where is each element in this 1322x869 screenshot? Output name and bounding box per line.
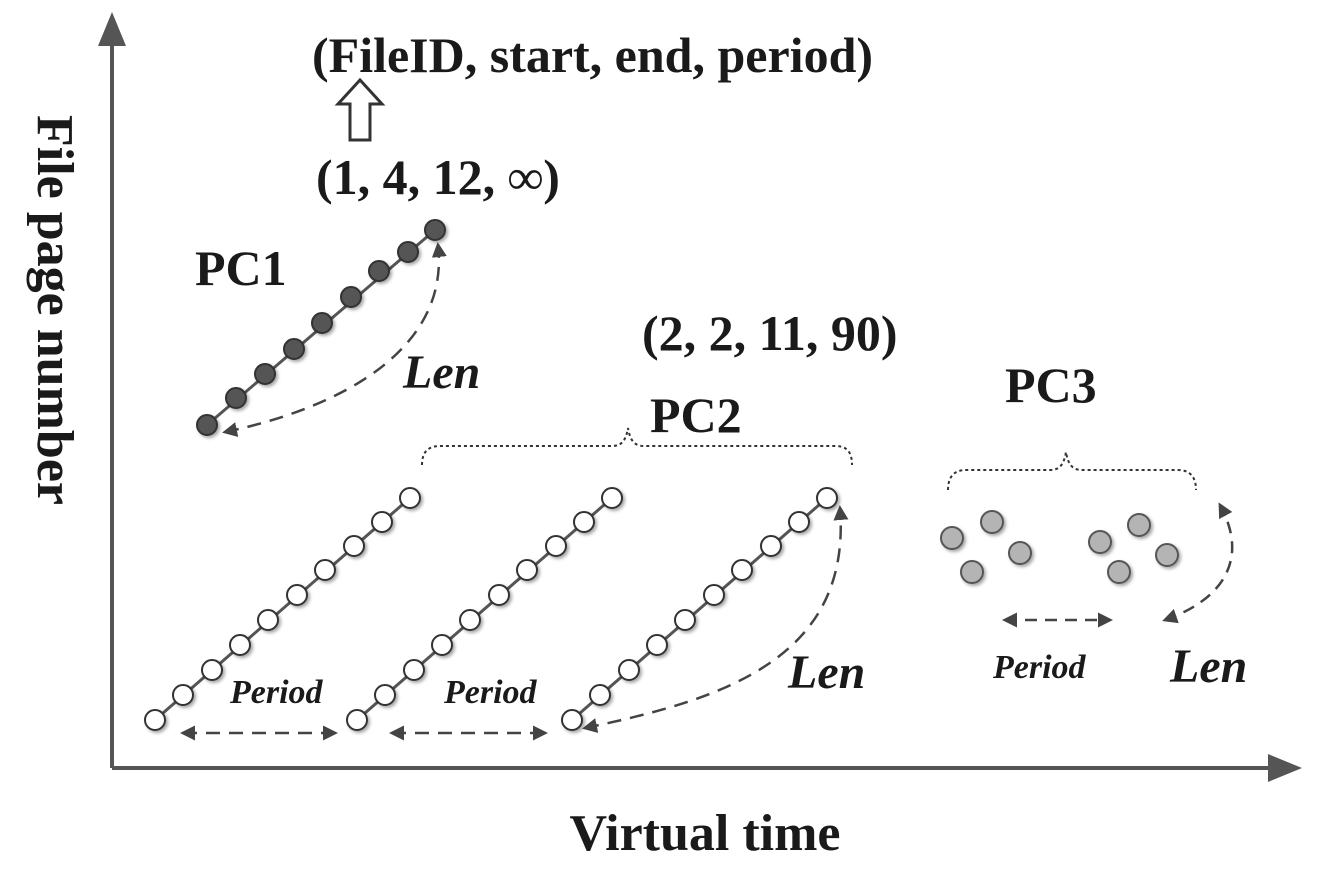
pc1-point (254, 363, 276, 385)
pc1-point (225, 387, 247, 409)
y-axis-arrow-icon (98, 12, 126, 46)
pc2-point (144, 709, 166, 731)
pc1-point (311, 312, 333, 334)
tuple-format-label: (FileID, start, end, period) (312, 27, 873, 83)
x-axis-label: Virtual time (570, 805, 841, 862)
pc3-len-arrow (1162, 502, 1234, 624)
pc2-point (346, 709, 368, 731)
pc2-len-arrow (582, 505, 849, 733)
pc1-point (340, 286, 362, 308)
pc2-point (816, 487, 838, 509)
pc3-point (940, 526, 964, 550)
pc1-point (424, 219, 446, 241)
pc2-point (229, 634, 251, 656)
pc2-point (374, 684, 396, 706)
pc3-point (1107, 560, 1131, 584)
pc2-point (646, 634, 668, 656)
pc1-len-label: Len (402, 346, 480, 399)
pc2-series-1 (144, 487, 421, 731)
pc1-point (196, 414, 218, 436)
pc2-point (459, 609, 481, 631)
pc2-period-label-1: Period (229, 674, 324, 711)
pc2-point (731, 559, 753, 581)
pc1-tuple: (1, 4, 12, ∞) (316, 149, 560, 205)
pc3-point (1155, 543, 1179, 567)
pc3-point (980, 510, 1004, 534)
pc1-point (368, 260, 390, 282)
x-axis-arrow-icon (1268, 754, 1302, 782)
pc2-brace (421, 427, 853, 466)
pc3-brace (947, 451, 1197, 491)
axes (98, 12, 1302, 782)
pc2-period-label-2: Period (443, 674, 538, 711)
pc2-link-line (356, 496, 613, 722)
up-arrow-icon (334, 77, 386, 142)
pc3-points (940, 510, 1179, 584)
pc2-point (488, 584, 510, 606)
pc2-point (286, 584, 308, 606)
pc1-point (397, 241, 419, 263)
pc2-point (201, 659, 223, 681)
pc2-link-line (154, 496, 411, 722)
pc2-point (516, 559, 538, 581)
pc3-len-label: Len (1169, 640, 1247, 693)
pc3-period-label: Period (992, 649, 1087, 686)
pc2-point (403, 659, 425, 681)
pc1-point (283, 338, 305, 360)
pc1-len-arrow (222, 242, 447, 437)
pc2-point (172, 684, 194, 706)
pc3-point (1008, 541, 1032, 565)
pc3-point (1127, 513, 1151, 537)
pc3-point (1088, 530, 1112, 554)
pc2-point (371, 511, 393, 533)
pc3-point (960, 560, 984, 584)
pc2-len-label: Len (787, 646, 865, 699)
pc2-point (573, 511, 595, 533)
pc2-point (601, 487, 623, 509)
pc2-point (561, 709, 583, 731)
pc2-point (674, 609, 696, 631)
pc2-point (788, 511, 810, 533)
pc2-point (257, 609, 279, 631)
pc2-series-2 (346, 487, 623, 731)
pc2-point (703, 584, 725, 606)
pc2-point (343, 535, 365, 557)
pc2-point (589, 684, 611, 706)
pc2-label: PC2 (650, 387, 742, 443)
pc1-label: PC1 (195, 240, 287, 296)
y-axis-label: File page number (26, 115, 83, 505)
pc2-point (431, 634, 453, 656)
pc2-point (399, 487, 421, 509)
pc2-point (760, 535, 782, 557)
pc2-point (618, 659, 640, 681)
pc2-tuple: (2, 2, 11, 90) (642, 305, 898, 361)
pc3-label: PC3 (1005, 357, 1097, 413)
pc2-point (545, 535, 567, 557)
pc2-point (314, 559, 336, 581)
